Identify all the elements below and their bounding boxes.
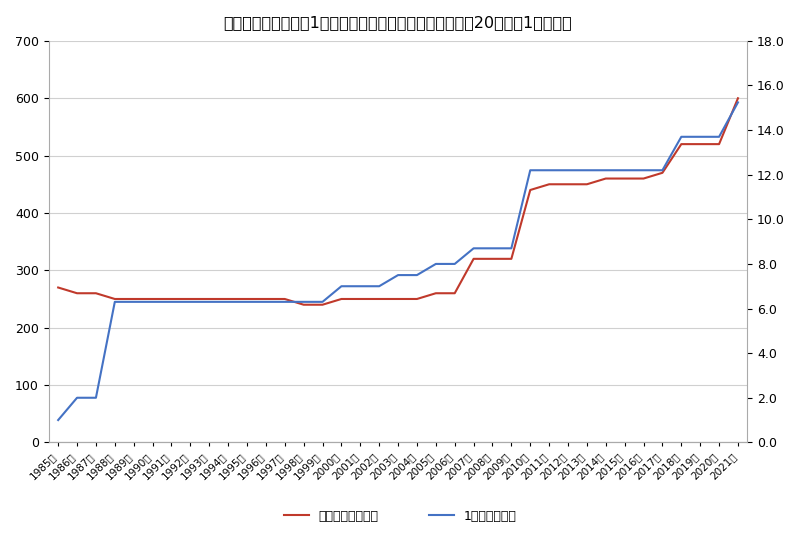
小売価格（左軸） — [148, 296, 158, 302]
小売価格（左軸） — [733, 95, 742, 101]
1本あたり税額 — [412, 272, 422, 278]
1本あたり税額 — [601, 167, 610, 174]
1本あたり税額 — [299, 299, 309, 305]
1本あたり税額 — [129, 299, 138, 305]
1本あたり税額 — [658, 167, 667, 174]
1本あたり税額 — [677, 134, 686, 140]
小売価格（左軸） — [582, 181, 592, 187]
1本あたり税額 — [714, 134, 724, 140]
1本あたり税額 — [318, 299, 327, 305]
1本あたり税額 — [450, 261, 459, 267]
小売価格（左軸） — [677, 141, 686, 147]
小売価格（左軸） — [242, 296, 252, 302]
1本あたり税額 — [205, 299, 214, 305]
1本あたり税額 — [488, 245, 498, 252]
1本あたり税額 — [166, 299, 176, 305]
小売価格（左軸） — [166, 296, 176, 302]
1本あたり税額 — [54, 417, 63, 423]
小売価格（左軸） — [72, 290, 82, 296]
小売価格（左軸） — [431, 290, 441, 296]
小売価格（左軸） — [299, 302, 309, 308]
小売価格（左軸） — [318, 302, 327, 308]
1本あたり税額 — [638, 167, 648, 174]
1本あたり税額 — [431, 261, 441, 267]
小売価格（左軸） — [526, 187, 535, 193]
1本あたり税額 — [355, 283, 365, 289]
1本あたり税額 — [733, 99, 742, 106]
小売価格（左軸） — [205, 296, 214, 302]
小売価格（左軸） — [280, 296, 290, 302]
1本あたり税額 — [280, 299, 290, 305]
1本あたり税額 — [394, 272, 403, 278]
1本あたり税額 — [91, 395, 101, 401]
小売価格（左軸） — [544, 181, 554, 187]
小売価格（左軸） — [695, 141, 705, 147]
1本あたり税額 — [506, 245, 516, 252]
小売価格（左軸） — [638, 175, 648, 182]
小売価格（左軸） — [601, 175, 610, 182]
小売価格（左軸） — [488, 256, 498, 262]
小売価格（左軸） — [714, 141, 724, 147]
1本あたり税額 — [72, 395, 82, 401]
小売価格（左軸） — [337, 296, 346, 302]
Legend: 小売価格（左軸）, 1本あたり税額: 小売価格（左軸）, 1本あたり税額 — [278, 505, 522, 528]
1本あたり税額 — [186, 299, 195, 305]
1本あたり税額 — [374, 283, 384, 289]
1本あたり税額 — [563, 167, 573, 174]
小売価格（左軸） — [223, 296, 233, 302]
1本あたり税額 — [261, 299, 270, 305]
1本あたり税額 — [110, 299, 120, 305]
1本あたり税額 — [620, 167, 630, 174]
小売価格（左軸） — [469, 256, 478, 262]
Title: タバコの税額（円／1本あたり）と小売価格（マールボロ20本入り1箱、円）: タバコの税額（円／1本あたり）と小売価格（マールボロ20本入り1箱、円） — [224, 15, 573, 30]
小売価格（左軸） — [110, 296, 120, 302]
小売価格（左軸） — [261, 296, 270, 302]
小売価格（左軸） — [129, 296, 138, 302]
1本あたり税額 — [469, 245, 478, 252]
小売価格（左軸） — [412, 296, 422, 302]
小売価格（左軸） — [374, 296, 384, 302]
小売価格（左軸） — [563, 181, 573, 187]
小売価格（左軸） — [620, 175, 630, 182]
小売価格（左軸） — [506, 256, 516, 262]
1本あたり税額 — [526, 167, 535, 174]
小売価格（左軸） — [186, 296, 195, 302]
小売価格（左軸） — [91, 290, 101, 296]
1本あたり税額 — [148, 299, 158, 305]
小売価格（左軸） — [658, 170, 667, 176]
1本あたり税額 — [544, 167, 554, 174]
Line: 1本あたり税額: 1本あたり税額 — [58, 103, 738, 420]
小売価格（左軸） — [54, 284, 63, 290]
小売価格（左軸） — [394, 296, 403, 302]
1本あたり税額 — [695, 134, 705, 140]
Line: 小売価格（左軸）: 小売価格（左軸） — [58, 98, 738, 305]
小売価格（左軸） — [450, 290, 459, 296]
1本あたり税額 — [242, 299, 252, 305]
小売価格（左軸） — [355, 296, 365, 302]
1本あたり税額 — [337, 283, 346, 289]
1本あたり税額 — [223, 299, 233, 305]
1本あたり税額 — [582, 167, 592, 174]
